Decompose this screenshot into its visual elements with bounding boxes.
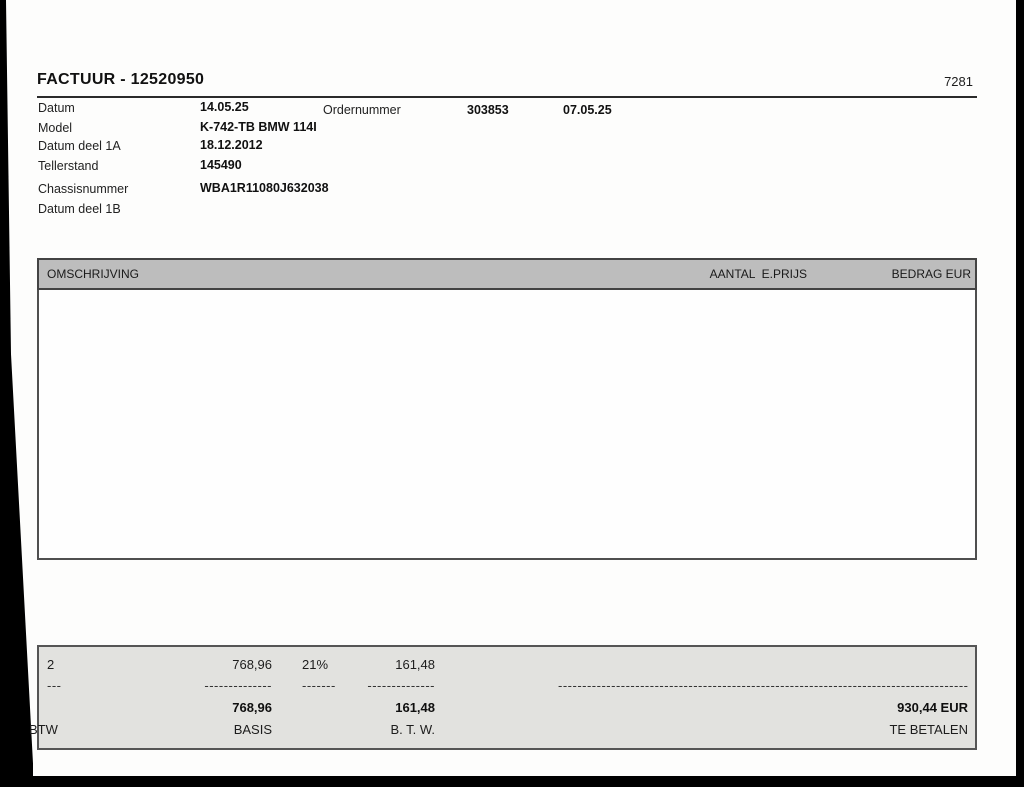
column-header-qty-price: AANTAL E.PRIJS [709,267,807,281]
vat-label: B. T. W. [390,722,435,737]
detail-label-model: Model [38,121,73,135]
separator-left: --- [47,678,62,693]
title-divider [37,96,977,98]
detail-value-model: K-742-TB BMW 114I [200,120,317,134]
detail-label-datum: Datum [38,101,75,115]
detail-label-chassisnummer: Chassisnummer [38,182,129,196]
detail-label-datum-deel-1b: Datum deel 1B [38,202,121,216]
pay-label: TE BETALEN [889,722,968,737]
detail-value-datum-deel-1a: 18.12.2012 [200,138,263,152]
btw-label: BTW [29,722,58,737]
detail-value-orderdate: 07.05.25 [563,103,612,117]
basis-label: BASIS [233,722,272,737]
detail-value-chassisnummer: WBA1R11080J632038 [200,181,329,195]
page-number: 7281 [944,74,973,89]
items-table-header: OMSCHRIJVING AANTAL E.PRIJS BEDRAG EUR [37,258,977,290]
separator-rate: ------- [302,678,336,693]
scan-frame-right [1016,0,1024,787]
detail-value-ordernummer: 303853 [467,103,509,117]
vat-amount: 161,48 [395,657,435,672]
basis-total: 768,96 [232,700,272,715]
vat-total: 161,48 [395,700,435,715]
separator-basis: -------------- [204,678,272,693]
detail-label-ordernummer: Ordernummer [323,103,401,117]
detail-label-datum-deel-1a: Datum deel 1A [38,139,121,153]
items-table-body [37,290,977,560]
vat-rate: 21% [302,657,329,672]
invoice-title: FACTUUR - 12520950 [37,71,205,88]
detail-value-tellerstand: 145490 [200,158,242,172]
column-header-amount: BEDRAG EUR [891,267,971,281]
basis-amount: 768,96 [232,657,272,672]
separator-total: ----------------------------------------… [558,678,968,693]
column-header-description: OMSCHRIJVING [47,267,140,281]
separator-vat: -------------- [367,678,435,693]
totals-box [37,645,977,750]
detail-label-tellerstand: Tellerstand [38,159,99,173]
detail-value-datum: 14.05.25 [200,100,249,114]
scan-frame-left [0,0,33,787]
grand-total: 930,44 EUR [897,700,968,715]
scan-frame-bottom [0,776,1024,787]
vat-line-count: 2 [47,657,55,672]
